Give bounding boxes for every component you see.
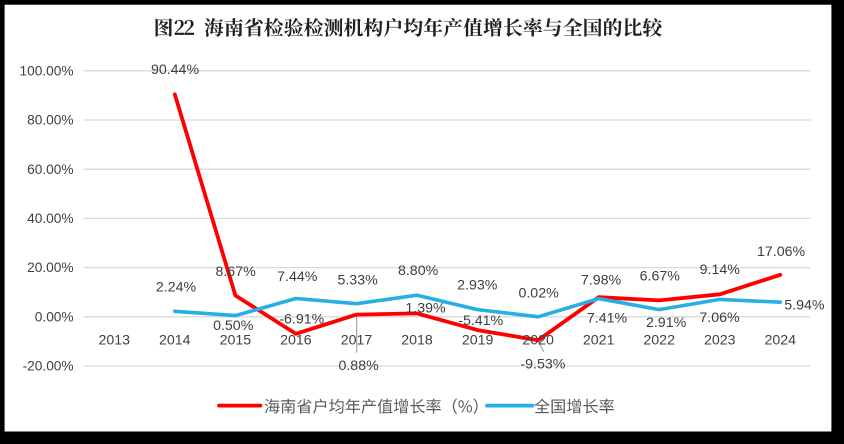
svg-text:80.00%: 80.00% bbox=[27, 113, 73, 128]
svg-text:5.94%: 5.94% bbox=[784, 297, 825, 313]
svg-text:2015: 2015 bbox=[220, 332, 252, 348]
svg-text:8.67%: 8.67% bbox=[215, 264, 256, 280]
svg-text:100.00%: 100.00% bbox=[20, 63, 74, 78]
svg-text:-6.91%: -6.91% bbox=[279, 311, 324, 327]
svg-text:40.00%: 40.00% bbox=[27, 211, 73, 226]
svg-text:0.88%: 0.88% bbox=[338, 358, 379, 374]
svg-text:90.44%: 90.44% bbox=[151, 62, 200, 78]
svg-text:6.67%: 6.67% bbox=[640, 268, 681, 284]
svg-text:2.93%: 2.93% bbox=[457, 278, 498, 294]
svg-text:7.06%: 7.06% bbox=[699, 310, 740, 326]
svg-text:2021: 2021 bbox=[583, 332, 615, 348]
svg-text:1.39%: 1.39% bbox=[405, 300, 446, 316]
svg-text:2024: 2024 bbox=[765, 332, 797, 348]
svg-text:2020: 2020 bbox=[522, 332, 554, 348]
svg-text:2023: 2023 bbox=[704, 332, 736, 348]
svg-text:2022: 2022 bbox=[643, 332, 675, 348]
svg-text:-5.41%: -5.41% bbox=[458, 313, 503, 329]
svg-text:9.14%: 9.14% bbox=[700, 262, 741, 278]
svg-text:7.98%: 7.98% bbox=[581, 272, 622, 288]
svg-text:20.00%: 20.00% bbox=[27, 260, 73, 275]
svg-text:17.06%: 17.06% bbox=[757, 244, 806, 260]
svg-text:2.24%: 2.24% bbox=[156, 280, 197, 296]
svg-text:8.80%: 8.80% bbox=[398, 263, 439, 279]
svg-text:60.00%: 60.00% bbox=[27, 162, 73, 177]
svg-text:5.33%: 5.33% bbox=[337, 272, 378, 288]
svg-text:0.00%: 0.00% bbox=[35, 309, 74, 324]
svg-text:-9.53%: -9.53% bbox=[520, 357, 565, 373]
svg-text:2014: 2014 bbox=[159, 332, 191, 348]
svg-text:2018: 2018 bbox=[401, 332, 433, 348]
svg-text:2.91%: 2.91% bbox=[646, 315, 687, 331]
svg-text:2017: 2017 bbox=[341, 332, 373, 348]
svg-text:2019: 2019 bbox=[462, 332, 494, 348]
svg-text:0.02%: 0.02% bbox=[518, 285, 559, 301]
svg-text:7.44%: 7.44% bbox=[277, 269, 318, 285]
svg-text:2016: 2016 bbox=[280, 332, 312, 348]
svg-text:0.50%: 0.50% bbox=[213, 318, 254, 334]
svg-text:7.41%: 7.41% bbox=[587, 311, 628, 327]
svg-text:-20.00%: -20.00% bbox=[23, 359, 74, 374]
svg-text:2013: 2013 bbox=[99, 332, 131, 348]
